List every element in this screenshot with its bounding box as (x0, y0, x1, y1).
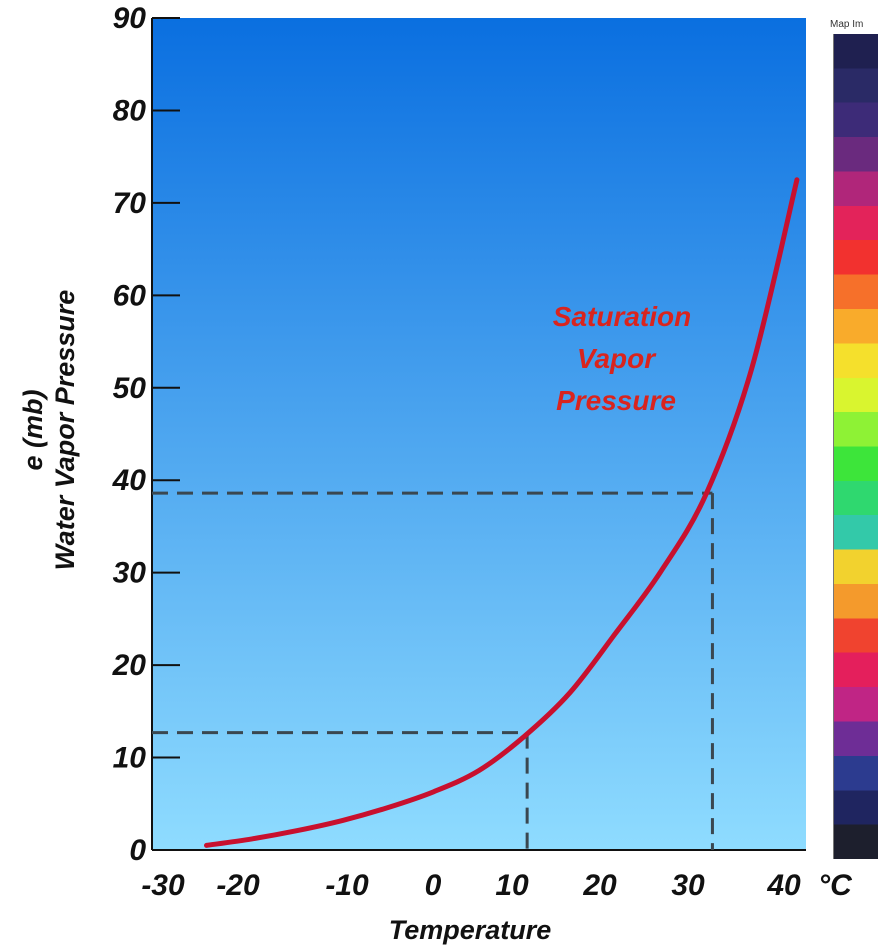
x-tick-label: 30 (671, 869, 705, 902)
x-axis-title: Temperature (389, 915, 552, 945)
y-axis-units: e (mb) (18, 389, 48, 470)
x-tick-label: -20 (216, 869, 260, 902)
x-tick-label: 40 (766, 869, 801, 902)
y-tick-label: 10 (113, 742, 147, 775)
x-tick-label: -10 (325, 869, 369, 902)
x-tick-label: 20 (582, 869, 617, 902)
y-tick-label: 30 (113, 557, 147, 590)
y-tick-label: 60 (113, 279, 147, 312)
x-tick-label: -30 (141, 869, 185, 902)
y-tick-label: 90 (113, 2, 147, 35)
saturation-vapor-pressure-line (204, 177, 800, 848)
y-tick-label: 50 (113, 372, 147, 405)
map-panel-label: Map Im (830, 19, 864, 30)
y-tick-label: 80 (113, 94, 147, 127)
y-tick-label: 0 (129, 834, 146, 867)
map-colorbar-strip (833, 34, 878, 859)
curve-label-line-1: Saturation (553, 301, 691, 332)
plot-area (152, 18, 806, 850)
y-tick-label: 70 (113, 187, 147, 220)
y-tick-label: 20 (112, 649, 147, 682)
curve-label-line-2: Vapor (577, 343, 657, 374)
x-tick-label: 0 (425, 869, 442, 902)
curve-label-line-3: Pressure (556, 385, 676, 416)
x-unit-label: °C (818, 869, 853, 902)
y-tick-label: 40 (112, 464, 147, 497)
x-tick-label: 10 (495, 869, 529, 902)
y-axis-title: Water Vapor Pressure (50, 290, 80, 571)
